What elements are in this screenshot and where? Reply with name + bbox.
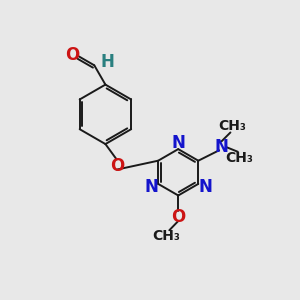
Text: CH₃: CH₃ bbox=[218, 119, 246, 133]
Text: H: H bbox=[101, 53, 115, 71]
Text: CH₃: CH₃ bbox=[225, 151, 253, 165]
Text: O: O bbox=[65, 46, 80, 64]
Text: O: O bbox=[171, 208, 185, 226]
Text: O: O bbox=[110, 157, 125, 175]
Text: N: N bbox=[199, 178, 212, 196]
Text: N: N bbox=[144, 178, 158, 196]
Text: N: N bbox=[214, 138, 228, 156]
Text: CH₃: CH₃ bbox=[152, 229, 180, 243]
Text: N: N bbox=[171, 134, 185, 152]
